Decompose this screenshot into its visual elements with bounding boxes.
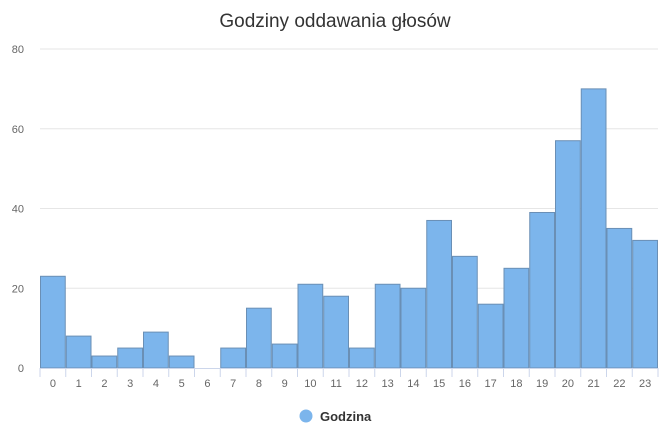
x-tick-label: 19 bbox=[536, 378, 548, 390]
bar-2[interactable] bbox=[91, 355, 118, 369]
bar-15[interactable] bbox=[426, 219, 452, 369]
x-tick-label: 3 bbox=[127, 378, 133, 390]
bar-18[interactable] bbox=[503, 267, 530, 369]
bar-19[interactable] bbox=[529, 211, 555, 369]
bar-1[interactable] bbox=[65, 335, 92, 369]
bar-9[interactable] bbox=[271, 343, 298, 369]
x-tick-label: 10 bbox=[304, 378, 316, 390]
bar-22[interactable] bbox=[606, 227, 633, 369]
bar-11[interactable] bbox=[323, 295, 349, 369]
legend-label: Godzina bbox=[320, 409, 372, 424]
x-tick-label: 15 bbox=[433, 378, 445, 390]
x-tick-label: 18 bbox=[510, 378, 522, 390]
bar-0[interactable] bbox=[40, 275, 66, 369]
x-tick-label: 2 bbox=[101, 378, 107, 390]
y-tick-label: 0 bbox=[18, 363, 24, 375]
x-tick-label: 7 bbox=[230, 378, 236, 390]
x-tick-label: 17 bbox=[485, 378, 497, 390]
bar-3[interactable] bbox=[117, 347, 143, 369]
x-tick-label: 1 bbox=[76, 378, 82, 390]
bar-10[interactable] bbox=[297, 283, 324, 369]
bar-5[interactable] bbox=[168, 355, 195, 369]
bar-4[interactable] bbox=[143, 331, 169, 369]
y-tick-label: 20 bbox=[12, 283, 24, 295]
x-tick-label: 6 bbox=[204, 378, 210, 390]
y-tick-label: 80 bbox=[12, 44, 24, 56]
x-tick-label: 14 bbox=[407, 378, 419, 390]
x-tick-label: 5 bbox=[179, 378, 185, 390]
bar-20[interactable] bbox=[555, 140, 581, 369]
y-tick-label: 40 bbox=[12, 204, 24, 216]
y-tick-label: 60 bbox=[12, 124, 24, 136]
x-tick-label: 8 bbox=[256, 378, 262, 390]
x-tick-label: 20 bbox=[562, 378, 574, 390]
x-tick-label: 4 bbox=[153, 378, 159, 390]
bar-21[interactable] bbox=[580, 88, 607, 369]
bar-16[interactable] bbox=[452, 255, 478, 369]
x-tick-label: 11 bbox=[330, 378, 341, 390]
bar-12[interactable] bbox=[349, 347, 375, 369]
bar-13[interactable] bbox=[374, 283, 401, 369]
bar-7[interactable] bbox=[220, 347, 246, 369]
x-tick-label: 16 bbox=[459, 378, 471, 390]
chart-title: Godziny oddawania głosów bbox=[219, 11, 451, 32]
x-tick-label: 23 bbox=[639, 378, 651, 390]
bar-14[interactable] bbox=[400, 287, 427, 369]
x-tick-label: 22 bbox=[613, 378, 625, 390]
x-tick-label: 21 bbox=[588, 378, 600, 390]
x-tick-label: 9 bbox=[282, 378, 288, 390]
legend-swatch bbox=[299, 409, 313, 423]
bar-8[interactable] bbox=[246, 307, 272, 369]
bars bbox=[40, 88, 658, 369]
bar-23[interactable] bbox=[632, 239, 658, 369]
legend[interactable]: Godzina bbox=[299, 409, 373, 424]
x-tick-label: 12 bbox=[356, 378, 368, 390]
x-tick-label: 13 bbox=[382, 378, 394, 390]
x-tick-label: 0 bbox=[50, 378, 56, 390]
bar-17[interactable] bbox=[477, 303, 504, 369]
